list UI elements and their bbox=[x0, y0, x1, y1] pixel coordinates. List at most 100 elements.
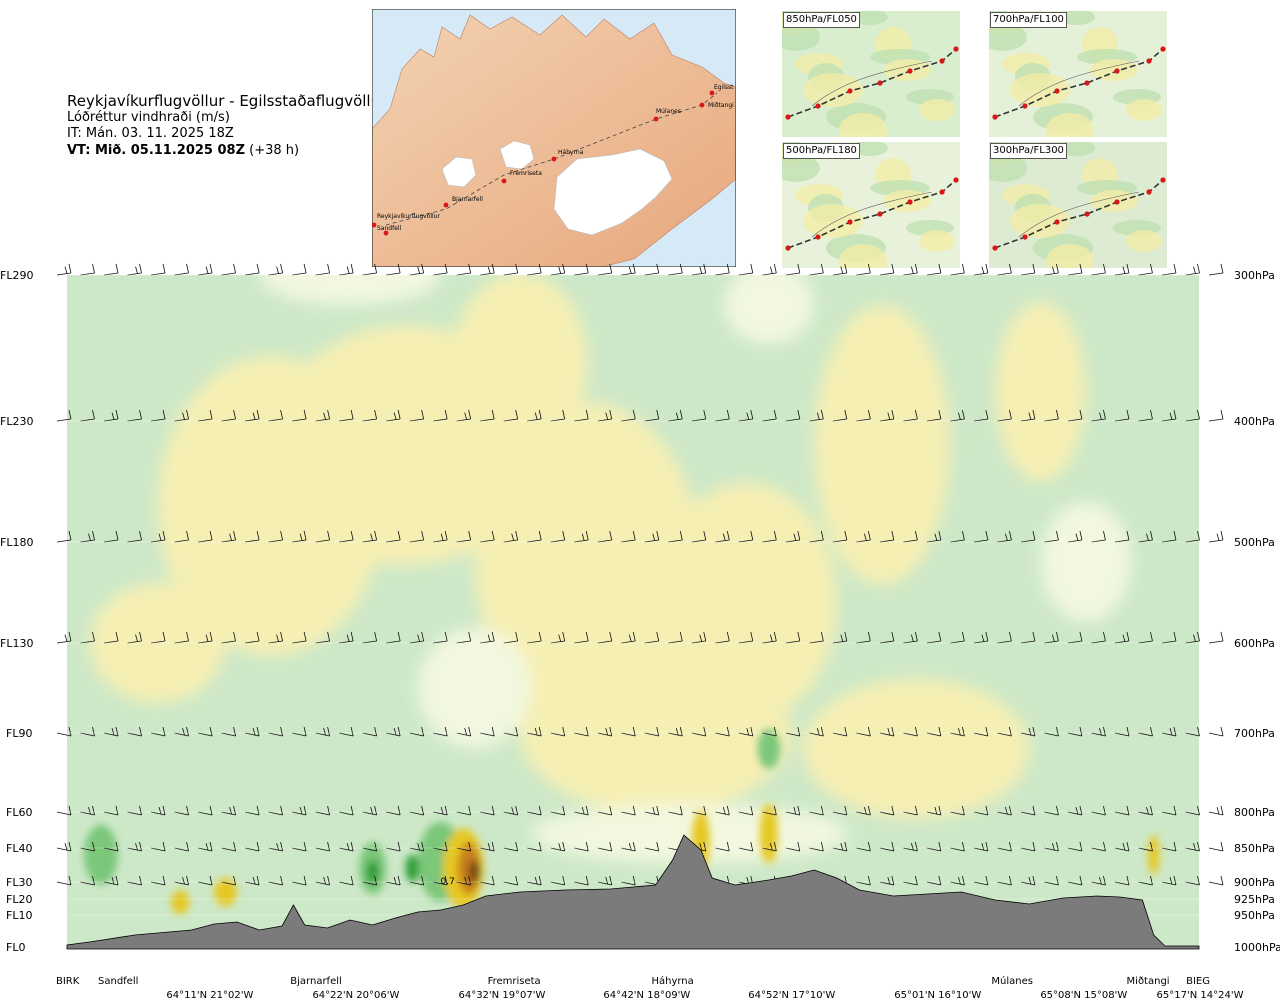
title-block: Reykjavíkurflugvöllur - Egilsstaðaflugvö… bbox=[67, 92, 386, 159]
wind-barb bbox=[668, 726, 683, 737]
wind-barb bbox=[386, 530, 401, 543]
wind-barb bbox=[973, 409, 989, 422]
wind-barb bbox=[433, 631, 448, 644]
field-core-4 bbox=[405, 854, 420, 883]
wind-barb bbox=[1161, 263, 1177, 276]
wind-barb bbox=[1044, 263, 1059, 276]
panel-route-point bbox=[953, 177, 959, 183]
wind-barb bbox=[832, 805, 848, 816]
map-station-label-3: Fremriseta bbox=[510, 170, 542, 177]
y-right-tick-0: 300hPa bbox=[1234, 269, 1275, 282]
wind-barb bbox=[1185, 805, 1200, 816]
map-station-label-6: Miðtangi bbox=[708, 102, 734, 109]
wind-barb bbox=[56, 875, 72, 886]
panel-route-point bbox=[907, 199, 913, 205]
panel-blob bbox=[1090, 59, 1138, 81]
wind-barb bbox=[1044, 875, 1059, 886]
wind-barb bbox=[127, 263, 142, 276]
panel-route-point bbox=[815, 103, 821, 109]
panel-route-point bbox=[939, 189, 945, 195]
map-station-dot bbox=[653, 116, 659, 122]
wind-barb bbox=[668, 530, 683, 543]
wind-barb bbox=[950, 631, 965, 644]
panel-route-point bbox=[1146, 189, 1152, 195]
wind-barb bbox=[409, 631, 425, 644]
wind-barb bbox=[574, 409, 589, 422]
wind-barb bbox=[597, 726, 613, 737]
chart-subtitle: Lóðréttur vindhraði (m/s) bbox=[67, 110, 230, 125]
wind-barb bbox=[668, 409, 683, 422]
wind-barb bbox=[762, 530, 777, 543]
wind-barb bbox=[997, 530, 1012, 543]
wind-barb bbox=[198, 631, 213, 644]
wind-barb bbox=[456, 409, 472, 422]
wind-barb bbox=[856, 726, 871, 737]
wind-barb bbox=[879, 263, 895, 276]
y-left-tick-4: FL90 bbox=[6, 727, 32, 740]
wind-barb bbox=[597, 805, 613, 816]
wind-barb bbox=[691, 631, 707, 644]
panel-route-point bbox=[992, 245, 998, 251]
y-axis-right: 300hPa 400hPa 500hPa 600hPa 700hPa 800hPa 850h… bbox=[1234, 269, 1280, 954]
wind-barb bbox=[1067, 631, 1083, 644]
wind-barb bbox=[691, 263, 707, 276]
station-label-7: BIEG bbox=[1186, 976, 1210, 987]
field-blob-11 bbox=[723, 275, 815, 345]
wind-barb bbox=[339, 841, 354, 852]
panel-route-point bbox=[785, 245, 791, 251]
wind-barb bbox=[409, 263, 425, 276]
field-core-11 bbox=[759, 803, 778, 864]
wind-barb bbox=[245, 530, 260, 543]
coord-label-6: 65°08'N 15°08'W bbox=[1040, 990, 1127, 1001]
wind-barb bbox=[339, 726, 354, 737]
panel-route-point bbox=[1022, 234, 1028, 240]
wind-barb bbox=[926, 805, 942, 816]
wind-barb bbox=[644, 726, 660, 737]
panel-blob bbox=[772, 23, 820, 51]
panel-blob bbox=[883, 59, 931, 81]
wind-barb bbox=[785, 263, 801, 276]
wind-barb bbox=[1020, 726, 1036, 737]
panel-route-point bbox=[907, 68, 913, 74]
wind-barb bbox=[1185, 263, 1200, 276]
wind-barb bbox=[550, 631, 566, 644]
y-left-tick-10: FL0 bbox=[6, 941, 25, 954]
wind-barb bbox=[832, 631, 848, 644]
wind-barb bbox=[127, 875, 142, 886]
field-blob-13 bbox=[1040, 502, 1132, 623]
wind-barb bbox=[456, 726, 472, 737]
map-station-label-2: Bjarnarfell bbox=[452, 196, 483, 203]
wind-barb bbox=[738, 409, 754, 422]
wind-barb bbox=[292, 841, 307, 852]
wind-barb bbox=[362, 263, 378, 276]
wind-barb bbox=[244, 805, 260, 816]
wind-barb bbox=[480, 530, 495, 543]
wind-barb bbox=[221, 875, 236, 886]
terrain-profile bbox=[66, 834, 1200, 950]
wind-barb bbox=[950, 726, 965, 737]
wind-barb bbox=[1138, 631, 1153, 644]
wind-barb bbox=[856, 631, 871, 644]
wind-barb bbox=[80, 263, 95, 276]
panel-blob bbox=[1059, 9, 1095, 25]
wind-barb bbox=[1020, 263, 1036, 276]
panel-blob bbox=[919, 230, 955, 252]
valid-time-offset: (+38 h) bbox=[249, 143, 300, 158]
wind-barb bbox=[738, 530, 754, 543]
wind-barb bbox=[127, 726, 142, 737]
wind-barb bbox=[1067, 409, 1083, 422]
wind-barb bbox=[715, 805, 730, 816]
wind-barb bbox=[879, 409, 895, 422]
wind-barb bbox=[785, 530, 801, 543]
wind-barb bbox=[503, 409, 519, 422]
wind-barb bbox=[903, 875, 918, 886]
wind-barb bbox=[527, 805, 542, 816]
panel-blob bbox=[1059, 140, 1095, 156]
wind-barb bbox=[691, 409, 707, 422]
wind-barb bbox=[80, 409, 95, 422]
wind-barb bbox=[621, 841, 636, 852]
wind-barb bbox=[1091, 841, 1106, 852]
field-sharp-layer bbox=[83, 728, 1160, 915]
wind-barb bbox=[1091, 875, 1106, 886]
wind-barb bbox=[997, 805, 1012, 816]
